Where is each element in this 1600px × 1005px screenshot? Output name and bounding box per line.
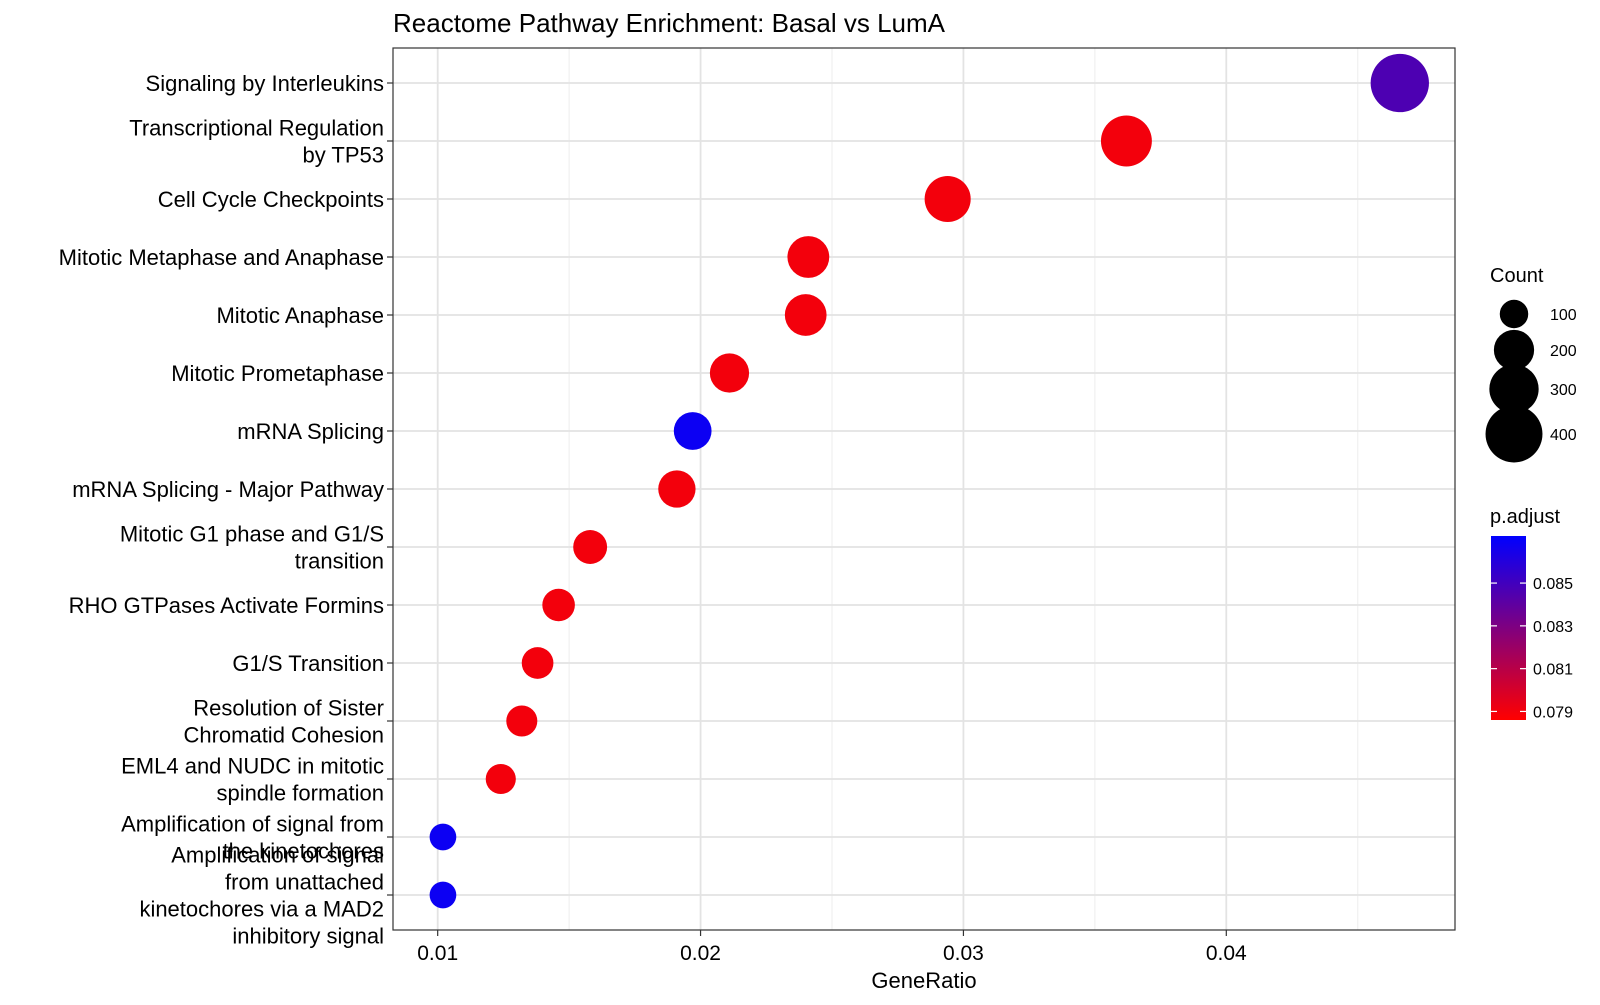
data-point [784, 294, 827, 336]
size-legend-label: 200 [1550, 343, 1577, 360]
y-tick-label: Signaling by Interleukins [146, 71, 384, 96]
data-point [787, 236, 830, 278]
y-tick-label: Amplification of signal from the kinetoch… [121, 812, 384, 864]
x-tick-label: 0.04 [1206, 942, 1247, 965]
y-tick-label: Mitotic Anaphase [216, 303, 384, 328]
data-point [658, 470, 696, 508]
data-point [573, 530, 608, 564]
x-tick-label: 0.03 [943, 942, 984, 965]
data-point [1370, 53, 1429, 113]
color-legend-label: 0.079 [1533, 704, 1573, 721]
data-point [485, 763, 516, 795]
y-tick-label: mRNA Splicing [237, 419, 384, 444]
size-legend: Count 100 200 300 400 [1485, 265, 1577, 463]
color-legend-bar [1491, 536, 1526, 720]
data-points [429, 53, 1429, 909]
size-legend-key [1485, 405, 1543, 463]
size-legend-label: 400 [1550, 427, 1577, 444]
data-point [506, 705, 538, 737]
color-legend-label: 0.081 [1533, 662, 1573, 679]
size-legend-label: 100 [1550, 307, 1577, 324]
y-tick-label: Mitotic Prometaphase [171, 361, 384, 386]
y-tick-label: Cell Cycle Checkpoints [158, 187, 384, 212]
data-point [521, 647, 554, 679]
data-point [429, 823, 457, 851]
data-point [1100, 115, 1152, 167]
y-tick-label: RHO GTPases Activate Formins [69, 593, 384, 618]
y-tick-label: mRNA Splicing - Major Pathway [72, 477, 384, 502]
data-point [542, 588, 575, 622]
y-tick-label: Amplification of signal from unattached ki… [139, 843, 384, 949]
x-axis-title: GeneRatio [871, 968, 976, 993]
color-legend: p.adjust 0.079 0.081 0.083 0.085 [1490, 506, 1573, 721]
color-legend-title: p.adjust [1490, 506, 1560, 528]
data-point [429, 881, 457, 909]
data-point [673, 412, 712, 450]
size-legend-key [1499, 299, 1529, 329]
data-point [924, 175, 971, 223]
y-tick-label: G1/S Transition [232, 651, 384, 676]
y-tick-label: EML4 and NUDC in mitotic spindle formatio… [121, 754, 384, 806]
x-axis: 0.01 0.02 0.03 0.04 [417, 930, 1247, 965]
grid-lines [393, 48, 1455, 930]
size-legend-key [1489, 364, 1539, 414]
color-legend-label: 0.083 [1533, 619, 1573, 636]
chart-title: Reactome Pathway Enrichment: Basal vs Lu… [393, 8, 946, 38]
y-tick-label: Resolution of Sister Chromatid Cohesion [183, 696, 384, 748]
y-axis: Signaling by Interleukins Transcriptional… [59, 71, 393, 949]
x-tick-label: 0.02 [680, 942, 721, 965]
size-legend-title: Count [1490, 265, 1544, 287]
size-legend-label: 300 [1550, 382, 1577, 399]
data-point [709, 353, 750, 393]
size-legend-key [1493, 329, 1535, 371]
color-legend-label: 0.085 [1533, 576, 1573, 593]
y-tick-label: Mitotic G1 phase and G1/S transition [120, 522, 384, 574]
y-tick-label: Mitotic Metaphase and Anaphase [59, 245, 384, 270]
y-tick-label: Transcriptional Regulation by TP53 [129, 116, 384, 168]
x-tick-label: 0.01 [417, 942, 458, 965]
